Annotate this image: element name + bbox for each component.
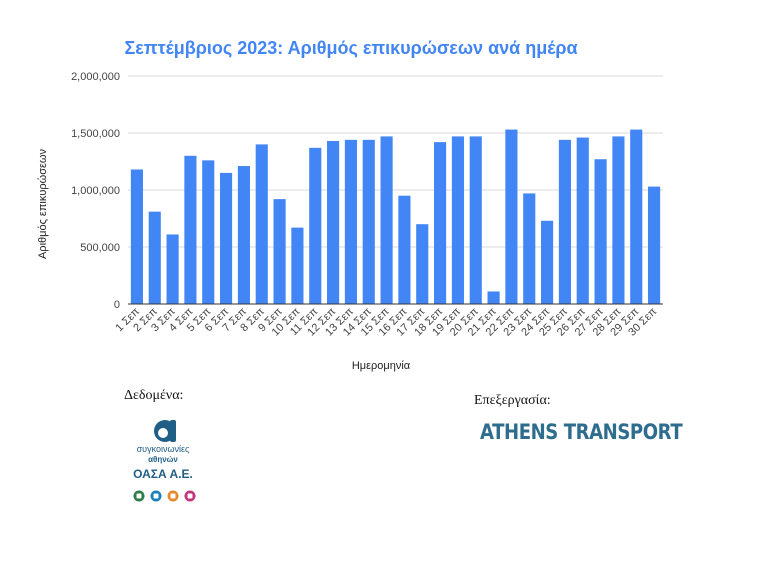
bar (469, 136, 482, 304)
y-axis-label: Αριθμός επικυρώσεων (37, 148, 49, 259)
y-tick-label: 500,000 (80, 242, 120, 254)
bar (327, 140, 340, 304)
bar (148, 211, 161, 304)
bar (380, 136, 393, 304)
bar (451, 136, 464, 304)
x-axis-label: Ημερομηνία (352, 360, 411, 372)
y-tick-label: 1,500,000 (71, 128, 120, 140)
bar (594, 159, 607, 304)
athens-transport-logo: ATHENS TRANSPORT (480, 420, 683, 444)
processing-label: Επεξεργασία: (474, 393, 551, 408)
bar (166, 234, 179, 304)
bar (255, 144, 268, 304)
data-source-label: Δεδομένα: (124, 388, 184, 403)
bar (184, 155, 197, 304)
y-axis-ticks: 0 500,000 1,000,000 1,500,000 2,000,000 (71, 71, 120, 311)
bar (576, 137, 589, 304)
bar (291, 227, 304, 304)
bars (130, 129, 661, 304)
bar (362, 139, 375, 304)
bar (202, 160, 215, 304)
chart-title: Σεπτέμβριος 2023: Αριθμός επικυρώσεων αν… (124, 38, 577, 58)
y-tick-label: 2,000,000 (71, 71, 120, 83)
bar (523, 193, 536, 304)
bar (612, 136, 625, 304)
bar (630, 129, 643, 304)
oasa-line1: συγκοινωνίες (137, 444, 190, 454)
oasa-logo: συγκοινωνίες αθηνών ΟΑΣΑ Α.Ε. (118, 416, 208, 506)
bar (648, 186, 661, 304)
bar (344, 139, 357, 304)
bar (273, 199, 286, 304)
bar (309, 147, 322, 304)
y-tick-label: 1,000,000 (71, 185, 120, 197)
bar (434, 142, 447, 304)
oasa-name: ΟΑΣΑ Α.Ε. (133, 467, 193, 481)
gridlines (128, 75, 663, 248)
bar (130, 169, 143, 304)
oasa-line2: αθηνών (148, 455, 178, 464)
bar (541, 220, 554, 304)
bar (487, 291, 500, 304)
bar (237, 166, 250, 304)
bar (505, 129, 518, 304)
bar (220, 172, 233, 304)
y-tick-label: 0 (114, 299, 120, 311)
bar (558, 139, 571, 304)
oasa-emblem-icon: συγκοινωνίες αθηνών ΟΑΣΑ Α.Ε. (133, 420, 196, 502)
bar (416, 224, 429, 304)
bar (398, 195, 411, 304)
